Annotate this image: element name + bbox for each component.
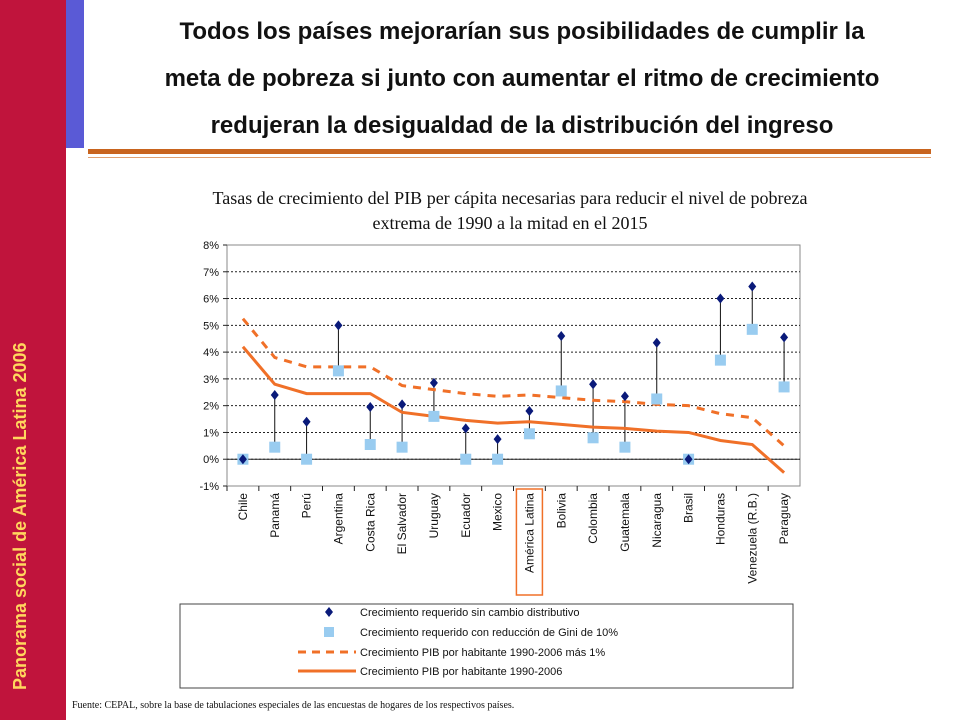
- chart-title-line-1: Tasas de crecimiento del PIB per cápita …: [212, 188, 808, 208]
- x-tick-label: América Latina: [522, 493, 536, 573]
- title-divider-thin: [88, 157, 931, 158]
- series-line-solid: [241, 345, 786, 474]
- legend-square: [324, 627, 334, 637]
- square-point: [460, 453, 472, 465]
- diamond-point: [238, 454, 247, 465]
- diamond-point: [716, 293, 725, 304]
- x-tick-label: El Salvador: [395, 493, 409, 554]
- diamond-point: [652, 337, 661, 348]
- diamond-point: [589, 379, 598, 390]
- diamond-point: [493, 434, 502, 445]
- title-line-1: Todos los países mejorarían sus posibili…: [179, 18, 865, 45]
- square-point: [301, 453, 313, 465]
- diamond-point: [557, 331, 566, 342]
- legend-box: [179, 603, 794, 689]
- title-line-2: meta de pobreza si junto con aumentar el…: [164, 65, 880, 92]
- source-note: Fuente: CEPAL, sobre la base de tabulaci…: [72, 700, 515, 711]
- y-tick-label: 1%: [203, 427, 219, 439]
- sidebar-band: [0, 0, 66, 720]
- y-tick-label: 6%: [203, 294, 219, 306]
- x-tick-label: Venezuela (R.B.): [745, 493, 759, 584]
- diamond-point: [748, 281, 757, 292]
- diamond-point: [684, 454, 693, 465]
- x-tick-label: Brasil: [682, 493, 696, 523]
- title-divider: [88, 149, 931, 154]
- title-line-3: redujeran la desigualdad de la distribuc…: [210, 112, 834, 139]
- square-point: [651, 393, 663, 405]
- x-tick-label: Guatemala: [618, 493, 632, 552]
- square-point: [269, 441, 281, 453]
- x-tick-label: Paraguay: [777, 493, 791, 544]
- diamond-point: [398, 399, 407, 410]
- diamond-point: [461, 423, 470, 434]
- x-tick-label: Panamá: [268, 493, 282, 538]
- x-tick-label: Uruguay: [427, 493, 441, 538]
- legend-label: Crecimiento requerido sin cambio distrib…: [360, 607, 579, 619]
- page-title: Todos los países mejorarían sus posibili…: [84, 8, 960, 149]
- square-point: [332, 365, 344, 377]
- diamond-point: [780, 332, 789, 343]
- chart-title: Tasas de crecimiento del PIB per cápita …: [100, 186, 920, 236]
- y-tick-label: -1%: [199, 481, 219, 493]
- y-tick-label: 4%: [203, 347, 219, 359]
- x-tick-label: Nicaragua: [650, 493, 664, 548]
- y-tick-label: 3%: [203, 374, 219, 386]
- y-tick-label: 0%: [203, 454, 219, 466]
- y-tick-label: 7%: [203, 267, 219, 279]
- x-tick-label: Ecuador: [459, 493, 473, 538]
- square-point: [396, 441, 408, 453]
- plot-area: [226, 244, 801, 487]
- x-tick-label: Mexico: [491, 493, 505, 531]
- x-tick-label: Costa Rica: [363, 493, 377, 552]
- legend-diamond: [325, 607, 333, 617]
- diamond-point: [302, 416, 311, 427]
- chart-title-line-2: extrema de 1990 a la mitad en el 2015: [372, 213, 648, 233]
- square-point: [778, 381, 790, 393]
- diamond-point: [429, 377, 438, 388]
- x-tick-label: Perú: [300, 493, 314, 518]
- square-point: [587, 432, 599, 444]
- square-point: [523, 428, 535, 440]
- diamond-point: [525, 406, 534, 417]
- y-tick-label: 2%: [203, 401, 219, 413]
- legend-label: Crecimiento requerido con reducción de G…: [360, 627, 618, 639]
- legend-label: Crecimiento PIB por habitante 1990-2006 …: [360, 647, 605, 659]
- highlight-box: [515, 488, 544, 596]
- square-point: [428, 410, 440, 422]
- square-point: [492, 453, 504, 465]
- square-point: [714, 354, 726, 366]
- square-point: [619, 441, 631, 453]
- y-tick-label: 8%: [203, 240, 219, 252]
- diamond-point: [270, 389, 279, 400]
- square-point: [364, 438, 376, 450]
- square-point: [555, 385, 567, 397]
- diamond-point: [620, 391, 629, 402]
- diamond-point: [366, 402, 375, 413]
- sidebar-accent: [66, 0, 84, 148]
- x-tick-label: Bolivia: [554, 493, 568, 529]
- x-tick-label: Chile: [236, 493, 250, 521]
- y-tick-label: 5%: [203, 320, 219, 332]
- x-tick-label: Honduras: [713, 493, 727, 545]
- x-tick-label: Colombia: [586, 493, 600, 544]
- square-point: [746, 323, 758, 335]
- legend-label: Crecimiento PIB por habitante 1990-2006: [360, 666, 562, 678]
- diamond-point: [334, 320, 343, 331]
- x-tick-label: Argentina: [331, 493, 345, 545]
